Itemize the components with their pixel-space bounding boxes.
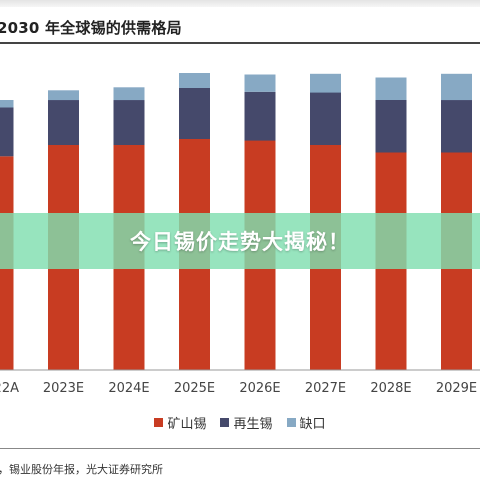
bar-recycled-2023E	[48, 100, 79, 145]
x-tick-label-2024E: 2024E	[108, 381, 149, 396]
legend-label-gap: 缺口	[299, 417, 326, 432]
legend: 矿山锡 再生锡 缺口	[0, 413, 480, 432]
legend-item-recycled: 再生锡	[220, 413, 273, 432]
legend-swatch-mine	[154, 418, 164, 427]
x-tick-label-2027E: 2027E	[305, 381, 346, 396]
x-tick-label-2023E: 2023E	[43, 381, 84, 396]
bar-gap-2029E	[441, 73, 472, 101]
stacked-bar-chart: 2022A 2023E 2024E 2025E 2026E 2027E 2028E 2029E	[0, 73, 480, 396]
source-note: ，锡业股份年报，光大证券研究所	[0, 463, 163, 476]
bar-gap-2026E	[244, 74, 276, 92]
bar-gap-2024E	[113, 87, 145, 101]
bar-gap-2023E	[48, 90, 79, 101]
bar-recycled-2029E	[441, 100, 472, 153]
legend-swatch-gap	[286, 418, 296, 427]
bar-recycled-2022A	[0, 107, 14, 157]
x-tick-label-2022A: 2022A	[0, 381, 19, 396]
bar-recycled-2026E	[244, 91, 276, 141]
x-tick-label-2028E: 2028E	[370, 381, 411, 396]
legend-swatch-recycled	[220, 418, 230, 427]
bar-gap-2027E	[310, 73, 341, 93]
x-tick-label-2026E: 2026E	[239, 381, 280, 396]
title-rule	[0, 42, 480, 44]
bar-gap-2028E	[375, 77, 407, 100]
bar-recycled-2028E	[375, 100, 407, 153]
bar-recycled-2027E	[310, 92, 341, 145]
bar-recycled-2025E	[179, 88, 210, 139]
bar-gap-2025E	[179, 73, 210, 88]
legend-item-gap: 缺口	[286, 413, 326, 432]
headline-banner: 今日锡价走势大揭秘！	[0, 213, 480, 269]
banner-text: 今日锡价走势大揭秘！	[130, 230, 350, 254]
legend-item-mine: 矿山锡	[154, 413, 206, 432]
legend-label-recycled: 再生锡	[233, 417, 273, 432]
x-tick-labels: 2022A 2023E 2024E 2025E 2026E 2027E 2028E 2029E	[0, 381, 477, 396]
legend-label-mine: 矿山锡	[167, 417, 207, 432]
x-tick-label-2025E: 2025E	[174, 381, 215, 396]
x-tick-label-2029E: 2029E	[436, 381, 477, 396]
bottom-rule	[0, 448, 480, 449]
bar-recycled-2024E	[113, 100, 145, 145]
chart-title: 2030 年全球锡的供需格局	[0, 19, 182, 37]
top-strip	[0, 0, 480, 7]
bar-gap-2022A	[0, 100, 14, 108]
